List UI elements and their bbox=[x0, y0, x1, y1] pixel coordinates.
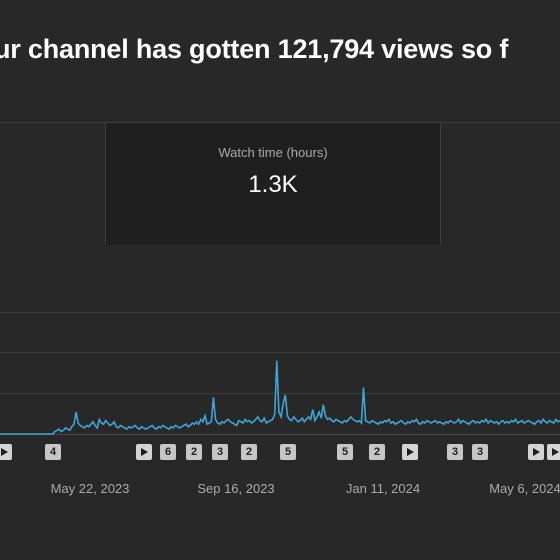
play-icon bbox=[551, 448, 559, 456]
play-icon bbox=[0, 448, 8, 456]
play-icon bbox=[140, 448, 148, 456]
event-count-marker[interactable]: 4 bbox=[45, 444, 61, 460]
event-count-marker[interactable]: 5 bbox=[337, 444, 353, 460]
x-tick-label: May 6, 2024 bbox=[489, 481, 560, 496]
divider bbox=[0, 122, 560, 123]
event-count-marker[interactable]: 2 bbox=[186, 444, 202, 460]
event-count-marker[interactable]: 5 bbox=[280, 444, 296, 460]
video-marker-icon[interactable] bbox=[528, 444, 544, 460]
x-tick-label: Sep 16, 2023 bbox=[197, 481, 275, 496]
metric-label: Watch time (hours) bbox=[218, 145, 328, 160]
video-marker-icon[interactable] bbox=[402, 444, 418, 460]
video-marker-icon[interactable] bbox=[547, 444, 560, 460]
x-tick-label: May 22, 2023 bbox=[50, 481, 130, 496]
event-count-marker[interactable]: 3 bbox=[212, 444, 228, 460]
metric-card-right[interactable] bbox=[440, 123, 560, 245]
metric-card-watch-time[interactable]: Watch time (hours) 1.3K bbox=[106, 123, 440, 245]
metric-card-left[interactable] bbox=[0, 123, 106, 245]
play-icon bbox=[406, 448, 414, 456]
x-tick-label: Jan 11, 2024 bbox=[345, 481, 421, 496]
gridline bbox=[0, 393, 560, 394]
event-count-marker[interactable]: 2 bbox=[241, 444, 257, 460]
event-count-marker[interactable]: 6 bbox=[160, 444, 176, 460]
gridline bbox=[0, 312, 560, 313]
views-series-line bbox=[0, 360, 560, 435]
video-marker-icon[interactable] bbox=[0, 444, 12, 460]
gridline bbox=[0, 352, 560, 353]
event-count-marker[interactable]: 2 bbox=[369, 444, 385, 460]
event-count-marker[interactable]: 3 bbox=[447, 444, 463, 460]
headline: ur channel has gotten 121,794 views so f bbox=[0, 34, 509, 64]
play-icon bbox=[532, 448, 540, 456]
event-count-marker[interactable]: 3 bbox=[472, 444, 488, 460]
x-axis bbox=[0, 434, 560, 435]
video-marker-icon[interactable] bbox=[136, 444, 152, 460]
metric-value: 1.3K bbox=[248, 171, 298, 198]
